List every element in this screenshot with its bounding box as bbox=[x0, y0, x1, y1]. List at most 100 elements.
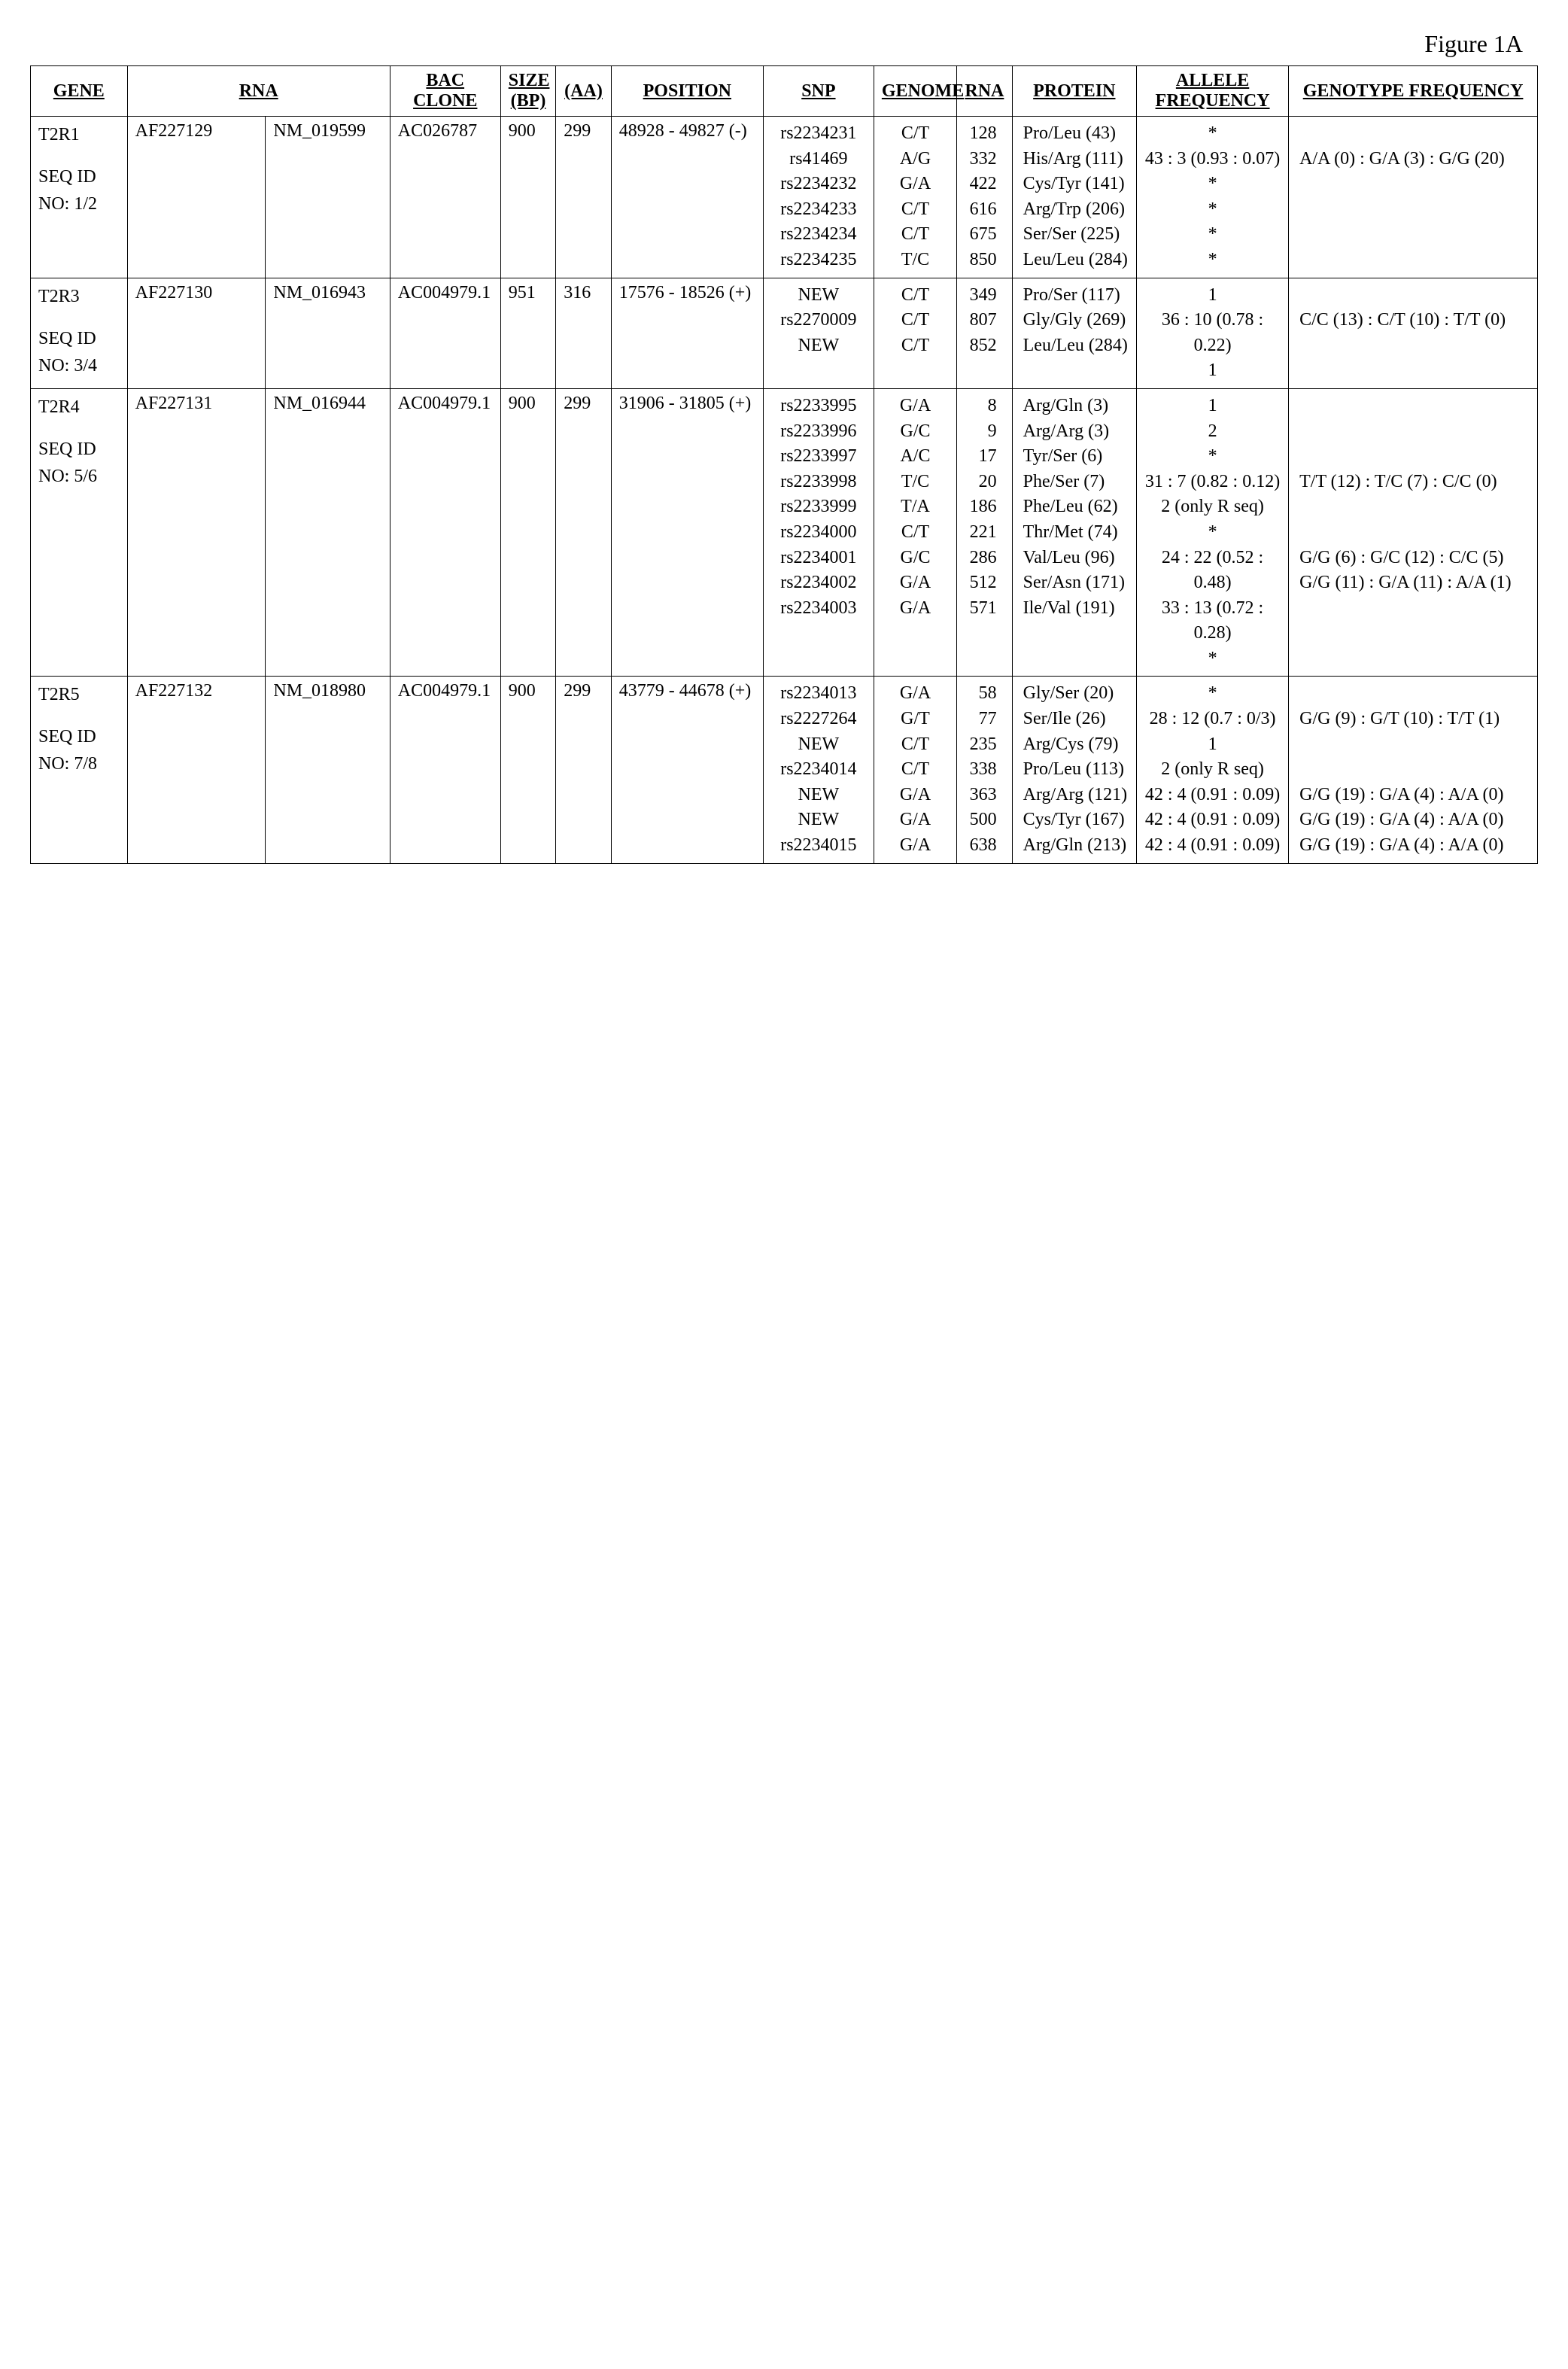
gene-cell: T2R5SEQ ID NO: 7/8 bbox=[31, 677, 128, 863]
genome-val: G/A bbox=[882, 394, 949, 419]
genome-val: C/T bbox=[882, 520, 949, 546]
rna-num: 500 bbox=[965, 807, 1004, 833]
allele-val: 36 : 10 (0.78 : 0.22) bbox=[1144, 308, 1281, 358]
seq-id: SEQ ID NO: 5/6 bbox=[38, 436, 120, 490]
header-size: SIZE (BP) bbox=[500, 66, 556, 117]
gene-cell: T2R4SEQ ID NO: 5/6 bbox=[31, 388, 128, 677]
protein-val: His/Arg (111) bbox=[1020, 147, 1129, 172]
snp-id: NEW bbox=[771, 732, 866, 758]
rnanum-cell: 128332422616675850 bbox=[957, 117, 1013, 278]
protein-val: Cys/Tyr (167) bbox=[1020, 807, 1129, 833]
allele-val: * bbox=[1144, 646, 1281, 672]
allele-val: 42 : 4 (0.91 : 0.09) bbox=[1144, 783, 1281, 808]
rna-num: 571 bbox=[965, 596, 1004, 622]
allele-val: 33 : 13 (0.72 : 0.28) bbox=[1144, 596, 1281, 646]
position-cell: 17576 - 18526 (+) bbox=[611, 278, 763, 388]
header-genotype: GENOTYPE FREQUENCY bbox=[1289, 66, 1538, 117]
genome-val: A/C bbox=[882, 444, 949, 470]
size-cell: 951 bbox=[500, 278, 556, 388]
genotype-val: T/T (12) : T/C (7) : C/C (0) bbox=[1296, 470, 1530, 495]
rna-num: 616 bbox=[965, 197, 1004, 223]
genotype-val bbox=[1296, 333, 1530, 359]
snp-id: rs2234003 bbox=[771, 596, 866, 622]
position-cell: 48928 - 49827 (-) bbox=[611, 117, 763, 278]
rna2-cell: NM_016943 bbox=[266, 278, 390, 388]
header-allele: ALLELE FREQUENCY bbox=[1137, 66, 1289, 117]
header-gene: GENE bbox=[31, 66, 128, 117]
genome-val: C/T bbox=[882, 333, 949, 359]
rna-num: 852 bbox=[965, 333, 1004, 359]
genotype-val bbox=[1296, 757, 1530, 783]
genome-val: C/T bbox=[882, 308, 949, 333]
protein-val: Ser/Ser (225) bbox=[1020, 222, 1129, 248]
snp-id: rs2234233 bbox=[771, 197, 866, 223]
rna2-cell: NM_019599 bbox=[266, 117, 390, 278]
allele-val: 2 (only R seq) bbox=[1144, 494, 1281, 520]
rna-num: 20 bbox=[965, 470, 1004, 495]
rnanum-cell: 891720186221286512571 bbox=[957, 388, 1013, 677]
genome-val: T/A bbox=[882, 494, 949, 520]
genotype-val bbox=[1296, 248, 1530, 273]
allele-val: * bbox=[1144, 681, 1281, 707]
genome-cell: C/TC/TC/T bbox=[874, 278, 956, 388]
genome-val: C/T bbox=[882, 283, 949, 309]
gene-name: T2R3 bbox=[38, 283, 120, 310]
snp-id: NEW bbox=[771, 783, 866, 808]
protein-val: Ser/Asn (171) bbox=[1020, 570, 1129, 596]
protein-cell: Arg/Gln (3)Arg/Arg (3)Tyr/Ser (6)Phe/Ser… bbox=[1012, 388, 1136, 677]
genotype-val: G/G (6) : G/C (12) : C/C (5) bbox=[1296, 546, 1530, 571]
bac-cell: AC004979.1 bbox=[390, 677, 500, 863]
rna-num: 221 bbox=[965, 520, 1004, 546]
rna-num: 638 bbox=[965, 833, 1004, 859]
aa-cell: 299 bbox=[556, 388, 612, 677]
protein-val: Arg/Gln (3) bbox=[1020, 394, 1129, 419]
rna-num: 128 bbox=[965, 121, 1004, 147]
allele-val: * bbox=[1144, 520, 1281, 546]
genome-val: G/A bbox=[882, 807, 949, 833]
allele-cell: 12*31 : 7 (0.82 : 0.12)2 (only R seq)*24… bbox=[1137, 388, 1289, 677]
size-cell: 900 bbox=[500, 677, 556, 863]
seq-id: SEQ ID NO: 3/4 bbox=[38, 325, 120, 379]
genome-val: G/A bbox=[882, 596, 949, 622]
bac-cell: AC026787 bbox=[390, 117, 500, 278]
rna-num: 8 bbox=[965, 394, 1004, 419]
protein-val: Leu/Leu (284) bbox=[1020, 248, 1129, 273]
protein-cell: Pro/Leu (43)His/Arg (111)Cys/Tyr (141)Ar… bbox=[1012, 117, 1136, 278]
rna1-cell: AF227129 bbox=[127, 117, 266, 278]
genome-val: G/A bbox=[882, 833, 949, 859]
rna2-cell: NM_018980 bbox=[266, 677, 390, 863]
genotype-val: A/A (0) : G/A (3) : G/G (20) bbox=[1296, 147, 1530, 172]
rna-num: 422 bbox=[965, 172, 1004, 197]
protein-val: Pro/Ser (117) bbox=[1020, 283, 1129, 309]
snp-id: rs2234232 bbox=[771, 172, 866, 197]
allele-val: 1 bbox=[1144, 732, 1281, 758]
genome-val: G/A bbox=[882, 172, 949, 197]
allele-val: 2 bbox=[1144, 419, 1281, 445]
rna-num: 77 bbox=[965, 707, 1004, 732]
genotype-val: G/G (19) : G/A (4) : A/A (0) bbox=[1296, 833, 1530, 859]
header-aa: (AA) bbox=[556, 66, 612, 117]
gene-cell: T2R1SEQ ID NO: 1/2 bbox=[31, 117, 128, 278]
genome-val: A/G bbox=[882, 147, 949, 172]
genome-val: C/T bbox=[882, 222, 949, 248]
allele-val: * bbox=[1144, 172, 1281, 197]
allele-val: 31 : 7 (0.82 : 0.12) bbox=[1144, 470, 1281, 495]
protein-val: Pro/Leu (113) bbox=[1020, 757, 1129, 783]
genome-val: C/T bbox=[882, 197, 949, 223]
rna1-cell: AF227130 bbox=[127, 278, 266, 388]
snp-id: rs2227264 bbox=[771, 707, 866, 732]
genome-cell: G/AG/TC/TC/TG/AG/AG/A bbox=[874, 677, 956, 863]
genotype-val: G/G (19) : G/A (4) : A/A (0) bbox=[1296, 783, 1530, 808]
genome-val: T/C bbox=[882, 248, 949, 273]
protein-val: Cys/Tyr (141) bbox=[1020, 172, 1129, 197]
rna-num: 332 bbox=[965, 147, 1004, 172]
header-rna: RNA bbox=[127, 66, 390, 117]
rna-num: 286 bbox=[965, 546, 1004, 571]
allele-val: 42 : 4 (0.91 : 0.09) bbox=[1144, 833, 1281, 859]
allele-val: 42 : 4 (0.91 : 0.09) bbox=[1144, 807, 1281, 833]
rna-num: 235 bbox=[965, 732, 1004, 758]
genotype-val bbox=[1296, 596, 1530, 622]
genotype-cell: A/A (0) : G/A (3) : G/G (20) bbox=[1289, 117, 1538, 278]
protein-val: Arg/Arg (121) bbox=[1020, 783, 1129, 808]
snp-table: GENE RNA BAC CLONE SIZE (BP) (AA) POSITI… bbox=[30, 65, 1538, 864]
